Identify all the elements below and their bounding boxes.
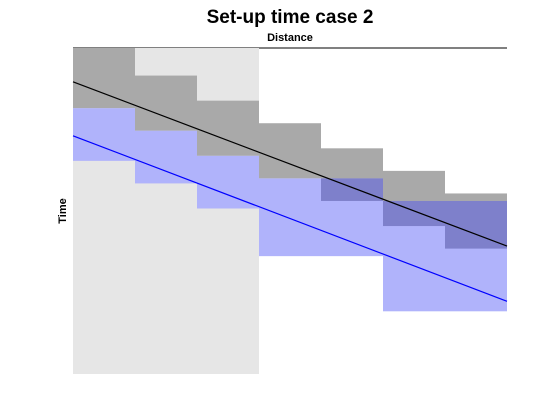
overlap-step-5: [321, 178, 383, 201]
gray-step-4: [259, 123, 321, 179]
blue-step-3: [197, 155, 259, 209]
overlap-step-7: [445, 200, 507, 249]
diagram-title: Set-up time case 2: [207, 7, 374, 28]
plot-area: [72, 48, 508, 374]
blue-trend-line: [72, 135, 508, 302]
blue-step-1: [73, 108, 135, 161]
overlap-step-6: [383, 200, 445, 227]
gray-step-3: [197, 100, 259, 156]
blue-step-4: [259, 178, 321, 257]
y-axis-label: Time: [57, 198, 69, 223]
gray-step-2: [135, 75, 197, 131]
x-axis-label: Distance: [267, 32, 313, 44]
blue-step-2: [135, 130, 197, 184]
black-trend-line: [72, 81, 508, 247]
gray-step-1: [73, 48, 135, 109]
